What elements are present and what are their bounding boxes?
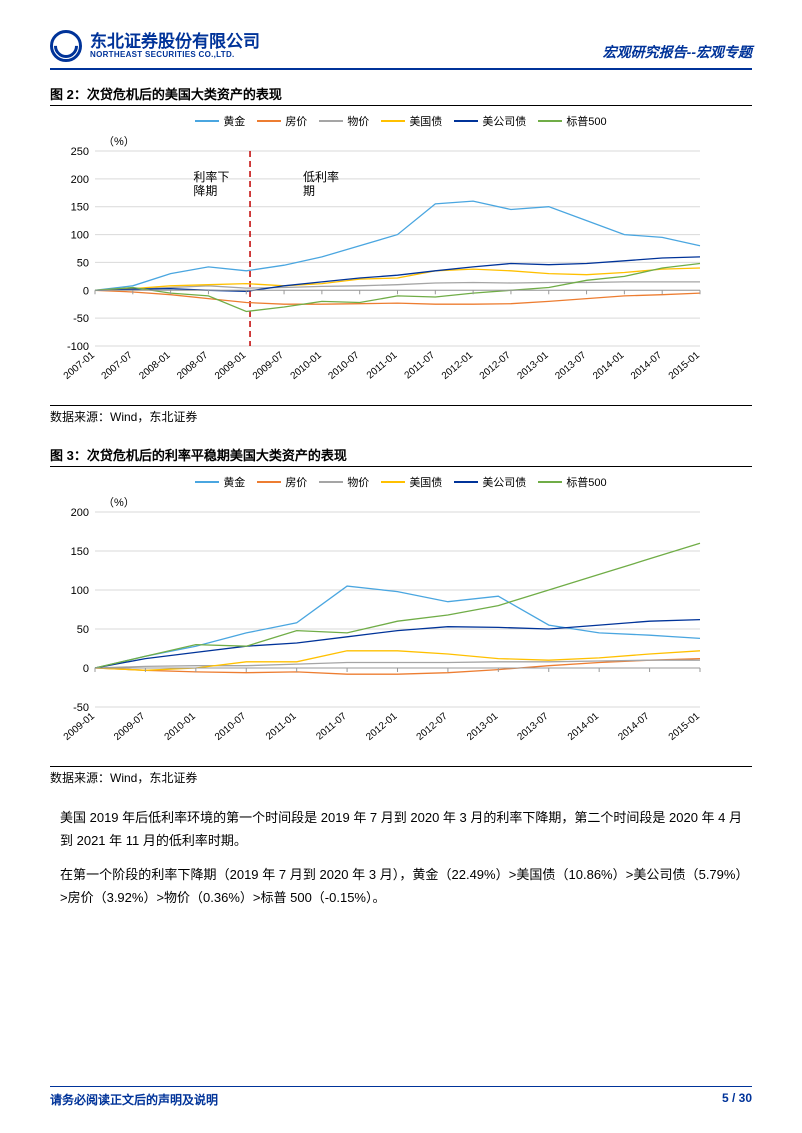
company-name-cn: 东北证券股份有限公司: [90, 33, 260, 50]
svg-text:2012-07: 2012-07: [478, 350, 514, 382]
svg-text:2008-07: 2008-07: [175, 350, 211, 382]
figure2-source: 数据来源：Wind，东北证券: [50, 405, 752, 425]
svg-text:2010-01: 2010-01: [289, 350, 325, 382]
svg-text:250: 250: [71, 146, 89, 158]
svg-text:0: 0: [83, 285, 89, 297]
report-category: 宏观研究报告--宏观专题: [603, 42, 752, 62]
svg-text:2013-01: 2013-01: [515, 350, 551, 382]
svg-text:利率下: 利率下: [193, 169, 229, 184]
logo-icon: [50, 30, 82, 62]
figure2-chart: 黄金房价物价美国债美公司债标普500-100-50050100150200250…: [50, 110, 752, 401]
svg-text:2012-01: 2012-01: [364, 711, 400, 743]
svg-text:期: 期: [303, 184, 315, 198]
svg-text:2015-01: 2015-01: [667, 350, 703, 382]
page-container: 东北证券股份有限公司 NORTHEAST SECURITIES CO.,LTD.…: [0, 0, 802, 1133]
svg-text:（%）: （%）: [103, 496, 135, 509]
footer-note: 请务必阅读正文后的声明及说明: [50, 1091, 218, 1108]
svg-text:2010-07: 2010-07: [326, 350, 362, 382]
svg-text:降期: 降期: [193, 184, 217, 198]
svg-text:2009-01: 2009-01: [62, 711, 98, 743]
svg-text:2009-01: 2009-01: [213, 350, 249, 382]
svg-text:2013-07: 2013-07: [515, 711, 551, 743]
page-header: 东北证券股份有限公司 NORTHEAST SECURITIES CO.,LTD.…: [50, 30, 752, 70]
svg-text:200: 200: [71, 174, 89, 186]
company-name-en: NORTHEAST SECURITIES CO.,LTD.: [90, 50, 260, 59]
figure2-title: 图 2：次贷危机后的美国大类资产的表现: [50, 84, 752, 106]
figure3-title: 图 3：次贷危机后的利率平稳期美国大类资产的表现: [50, 445, 752, 467]
svg-text:-100: -100: [67, 341, 89, 353]
svg-text:2013-01: 2013-01: [465, 711, 501, 743]
svg-text:2011-07: 2011-07: [403, 350, 438, 382]
svg-text:2009-07: 2009-07: [112, 711, 148, 743]
svg-text:50: 50: [77, 257, 89, 269]
logo-area: 东北证券股份有限公司 NORTHEAST SECURITIES CO.,LTD.: [50, 30, 260, 62]
svg-text:2014-07: 2014-07: [616, 711, 652, 743]
svg-text:100: 100: [71, 585, 89, 597]
svg-text:50: 50: [77, 624, 89, 636]
svg-text:低利率: 低利率: [303, 169, 339, 184]
svg-text:-50: -50: [73, 702, 89, 714]
svg-text:150: 150: [71, 202, 89, 214]
svg-text:2011-07: 2011-07: [314, 711, 349, 743]
svg-text:2012-01: 2012-01: [440, 350, 476, 382]
svg-text:2009-07: 2009-07: [251, 350, 287, 382]
svg-text:100: 100: [71, 230, 89, 242]
svg-text:（%）: （%）: [103, 135, 135, 148]
svg-text:-50: -50: [73, 313, 89, 325]
svg-text:2013-07: 2013-07: [553, 350, 589, 382]
svg-text:2014-01: 2014-01: [566, 711, 602, 743]
svg-text:0: 0: [83, 663, 89, 675]
body-paragraph-2: 在第一个阶段的利率下降期（2019 年 7 月到 2020 年 3 月），黄金（…: [50, 863, 752, 910]
svg-text:2007-07: 2007-07: [100, 350, 136, 382]
body-paragraph-1: 美国 2019 年后低利率环境的第一个时间段是 2019 年 7 月到 2020…: [50, 806, 752, 853]
svg-text:2014-01: 2014-01: [591, 350, 627, 382]
figure3-source: 数据来源：Wind，东北证券: [50, 766, 752, 786]
svg-text:2012-07: 2012-07: [415, 711, 451, 743]
svg-text:2007-01: 2007-01: [62, 350, 98, 382]
svg-text:2014-07: 2014-07: [629, 350, 665, 382]
svg-text:2011-01: 2011-01: [365, 350, 400, 382]
figure3-chart: 黄金房价物价美国债美公司债标普500-50050100150200（%）2009…: [50, 471, 752, 762]
svg-text:2011-01: 2011-01: [264, 711, 299, 743]
svg-text:2008-01: 2008-01: [137, 350, 173, 382]
svg-text:2010-01: 2010-01: [163, 711, 199, 743]
page-footer: 请务必阅读正文后的声明及说明 5 / 30: [50, 1086, 752, 1108]
svg-text:2015-01: 2015-01: [667, 711, 703, 743]
svg-text:200: 200: [71, 507, 89, 519]
svg-text:2010-07: 2010-07: [213, 711, 249, 743]
svg-text:150: 150: [71, 546, 89, 558]
footer-page: 5 / 30: [722, 1091, 752, 1108]
